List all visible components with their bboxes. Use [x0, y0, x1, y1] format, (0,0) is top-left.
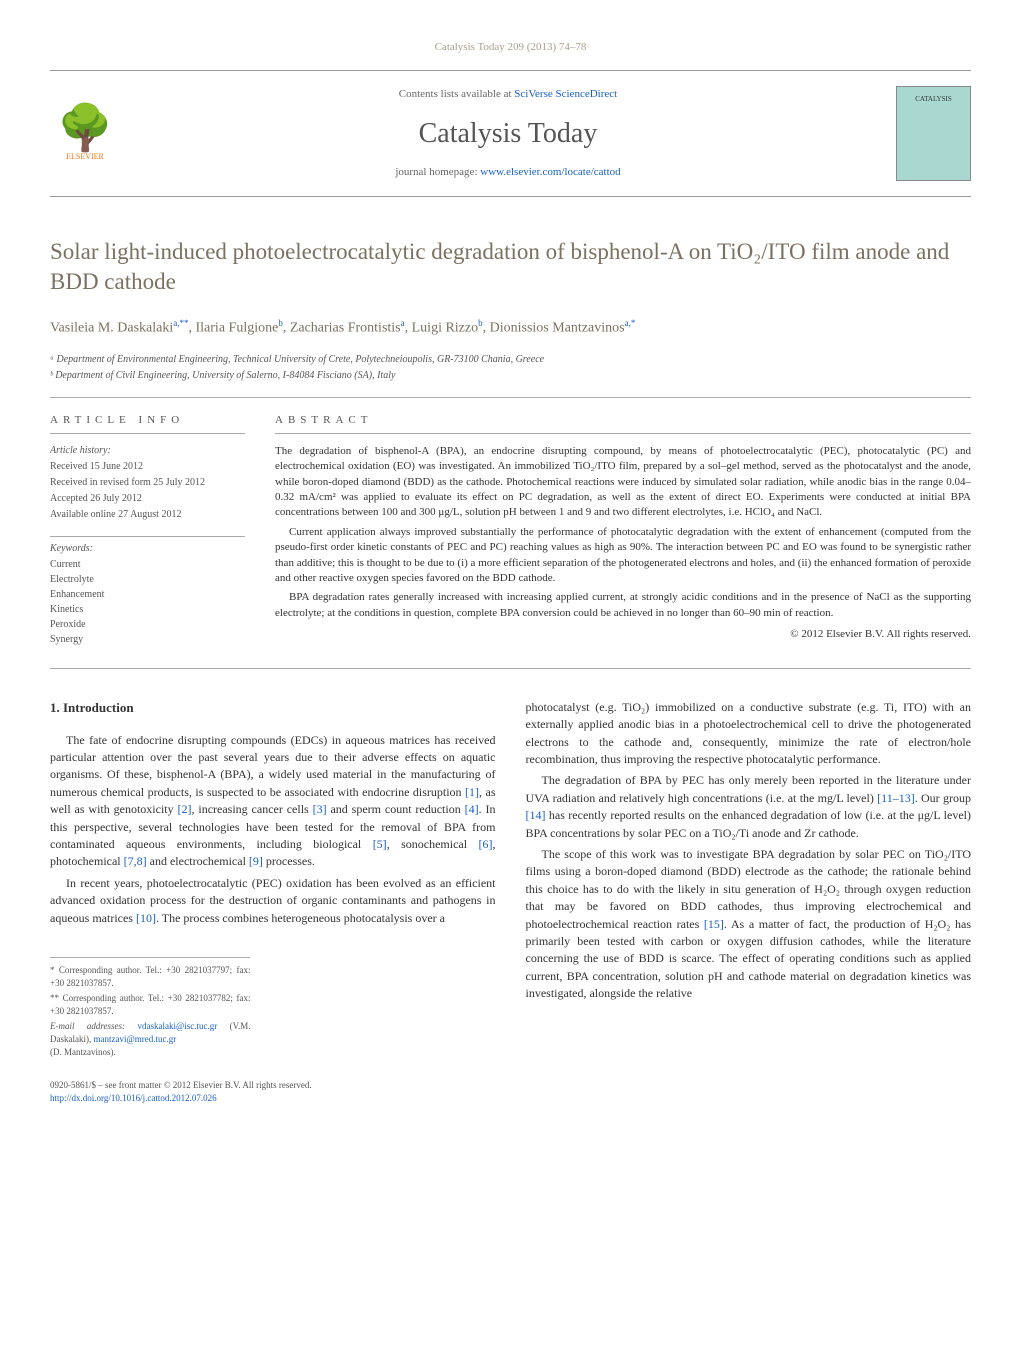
email-name-2: (D. Mantzavinos). — [50, 1047, 116, 1057]
homepage-link[interactable]: www.elsevier.com/locate/cattod — [480, 166, 620, 178]
history-revised: Received in revised form 25 July 2012 — [50, 476, 245, 490]
elsevier-tree-icon: 🌳 — [57, 106, 113, 151]
abstract-p2: Current application always improved subs… — [275, 525, 971, 587]
section-1-heading: 1. Introduction — [50, 699, 496, 718]
header-center: Contents lists available at SciVerse Sci… — [120, 87, 896, 181]
keyword-1: Current — [50, 558, 245, 572]
body-right-p2: The degradation of BPA by PEC has only m… — [526, 772, 972, 842]
cover-title: CATALYSIS — [915, 95, 951, 105]
publisher-name: ELSEVIER — [66, 151, 104, 162]
doi-block: 0920-5861/$ – see front matter © 2012 El… — [50, 1079, 496, 1105]
email-link-2[interactable]: mantzavi@mred.tuc.gr — [93, 1034, 176, 1044]
journal-name: Catalysis Today — [120, 114, 896, 153]
history-label: Article history: — [50, 444, 245, 458]
body-right-p1: photocatalyst (e.g. TiO₂) immobilized on… — [526, 699, 972, 769]
abstract-text: The degradation of bisphenol-A (BPA), an… — [275, 444, 971, 621]
left-column: 1. Introduction The fate of endocrine di… — [50, 699, 496, 1106]
body-columns: 1. Introduction The fate of endocrine di… — [50, 699, 971, 1106]
journal-reference: Catalysis Today 209 (2013) 74–78 — [50, 40, 971, 71]
journal-cover-thumbnail: CATALYSIS — [896, 86, 971, 181]
homepage-label: journal homepage: — [395, 166, 480, 178]
affiliation-a: ᵃ Department of Environmental Engineerin… — [50, 353, 971, 367]
article-info-col: ARTICLE INFO Article history: Received 1… — [50, 413, 245, 647]
history-received: Received 15 June 2012 — [50, 460, 245, 474]
elsevier-logo: 🌳 ELSEVIER — [50, 94, 120, 174]
footnote-1: * Corresponding author. Tel.: +30 282103… — [50, 964, 250, 990]
keywords-label: Keywords: — [50, 536, 245, 556]
affiliation-b: ᵇ Department of Civil Engineering, Unive… — [50, 369, 971, 383]
article-info-heading: ARTICLE INFO — [50, 413, 245, 433]
keyword-4: Kinetics — [50, 603, 245, 617]
abstract-p1: The degradation of bisphenol-A (BPA), an… — [275, 444, 971, 521]
journal-header: 🌳 ELSEVIER Contents lists available at S… — [50, 71, 971, 197]
contents-line: Contents lists available at SciVerse Sci… — [120, 87, 896, 102]
keyword-2: Electrolyte — [50, 573, 245, 587]
copyright-line: © 2012 Elsevier B.V. All rights reserved… — [275, 627, 971, 642]
keyword-6: Synergy — [50, 633, 245, 647]
doi-line1: 0920-5861/$ – see front matter © 2012 El… — [50, 1079, 496, 1092]
footnote-emails: E-mail addresses: vdaskalaki@isc.tuc.gr … — [50, 1020, 250, 1059]
abstract-col: ABSTRACT The degradation of bisphenol-A … — [275, 413, 971, 647]
meta-abstract-row: ARTICLE INFO Article history: Received 1… — [50, 413, 971, 668]
affiliations: ᵃ Department of Environmental Engineerin… — [50, 353, 971, 398]
abstract-heading: ABSTRACT — [275, 413, 971, 433]
footnote-2: ** Corresponding author. Tel.: +30 28210… — [50, 992, 250, 1018]
homepage-line: journal homepage: www.elsevier.com/locat… — [120, 165, 896, 180]
right-column: photocatalyst (e.g. TiO₂) immobilized on… — [526, 699, 972, 1106]
abstract-p3: BPA degradation rates generally increase… — [275, 590, 971, 621]
doi-link[interactable]: http://dx.doi.org/10.1016/j.cattod.2012.… — [50, 1092, 496, 1105]
contents-text: Contents lists available at — [399, 88, 514, 100]
body-left-p2: In recent years, photoelectrocatalytic (… — [50, 875, 496, 927]
footnotes: * Corresponding author. Tel.: +30 282103… — [50, 957, 250, 1059]
history-online: Available online 27 August 2012 — [50, 508, 245, 522]
keyword-3: Enhancement — [50, 588, 245, 602]
body-left-p1: The fate of endocrine disrupting compoun… — [50, 732, 496, 871]
body-right-p3: The scope of this work was to investigat… — [526, 846, 972, 1003]
keyword-5: Peroxide — [50, 618, 245, 632]
sciencedirect-link[interactable]: SciVerse ScienceDirect — [514, 88, 617, 100]
history-accepted: Accepted 26 July 2012 — [50, 492, 245, 506]
authors-line: Vasileia M. Daskalakia,**, Ilaria Fulgio… — [50, 317, 971, 338]
email-label: E-mail addresses: — [50, 1021, 137, 1031]
article-title: Solar light-induced photoelectrocatalyti… — [50, 237, 971, 297]
email-link-1[interactable]: vdaskalaki@isc.tuc.gr — [137, 1021, 217, 1031]
